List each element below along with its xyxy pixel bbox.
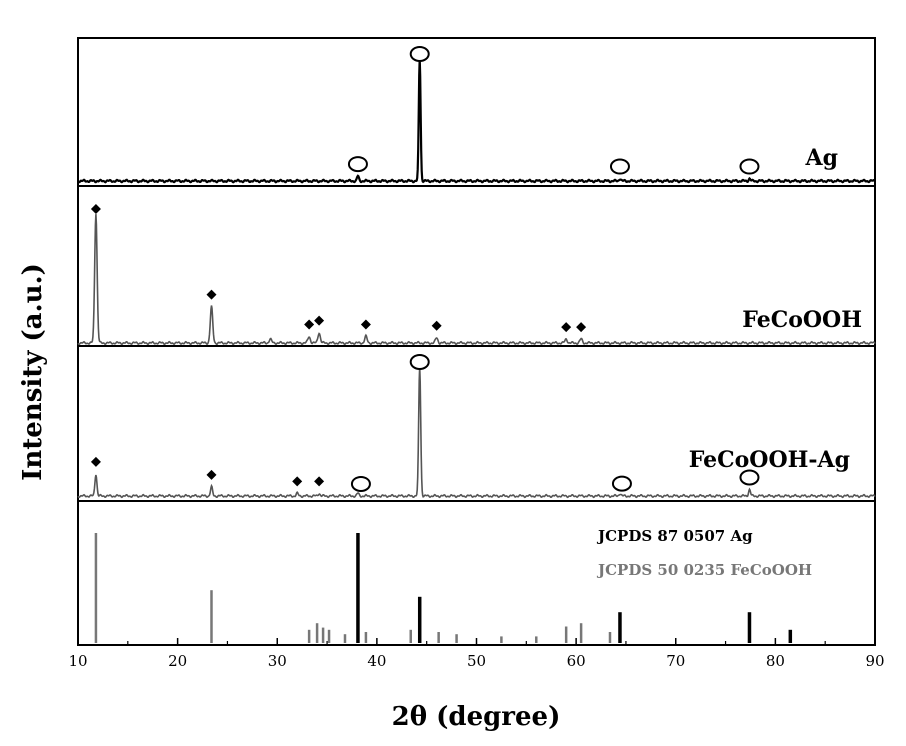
series-label-fecoooh: FeCoOOH: [742, 307, 862, 333]
ref-label-fecoooh: JCPDS 50 0235 FeCoOOH: [596, 561, 812, 579]
series-traces: [77, 58, 876, 499]
marker-ag-circle-1: [409, 46, 430, 62]
x-tick-label-60: 60: [567, 652, 586, 670]
x-tick-label-20: 20: [168, 652, 187, 670]
marker-fecoooh-diamond-2: [304, 319, 315, 330]
x-tick-label-50: 50: [467, 652, 486, 670]
marker-fecoooh-diamond-0: [90, 204, 101, 214]
marker-fecoooh-diamond-6: [561, 322, 572, 333]
marker-fecoooh-ag-circle-5: [409, 354, 430, 370]
marker-ag-circle-0: [347, 156, 368, 173]
x-axis-ticks: 10 20 30 40 50 60 70 80 90: [68, 638, 885, 670]
marker-ag-circle-2: [609, 158, 630, 175]
trace-fecoooh: [77, 214, 876, 346]
x-axis-title: 2θ (degree): [392, 702, 561, 732]
marker-fecoooh-ag-circle-6: [611, 475, 632, 492]
trace-fecoooh-ag: [77, 366, 876, 499]
marker-fecoooh-ag-diamond-0: [90, 456, 101, 467]
marker-fecoooh-ag-diamond-2: [292, 476, 303, 487]
marker-fecoooh-ag-diamond-3: [314, 476, 325, 487]
x-tick-label-80: 80: [766, 652, 785, 670]
x-tick-label-70: 70: [666, 652, 685, 670]
labels: Ag FeCoOOH FeCoOOH-Ag JCPDS 87 0507 Ag J…: [18, 145, 862, 732]
x-tick-label-30: 30: [268, 652, 287, 670]
marker-fecoooh-ag-diamond-1: [206, 469, 217, 480]
x-tick-label-10: 10: [68, 652, 87, 670]
x-tick-label-40: 40: [367, 652, 386, 670]
marker-fecoooh-diamond-5: [431, 320, 442, 331]
marker-fecoooh-ag-circle-4: [350, 475, 371, 492]
series-label-fecoooh-ag: FeCoOOH-Ag: [689, 447, 850, 473]
marker-fecoooh-diamond-1: [206, 289, 217, 300]
marker-fecoooh-diamond-7: [576, 322, 587, 333]
ref-label-ag: JCPDS 87 0507 Ag: [596, 527, 753, 545]
marker-ag-circle-3: [739, 158, 760, 175]
x-tick-label-90: 90: [865, 652, 884, 670]
marker-fecoooh-ag-circle-7: [739, 469, 760, 486]
y-axis-title: Intensity (a.u.): [18, 263, 48, 481]
marker-fecoooh-diamond-3: [314, 315, 325, 326]
series-label-ag: Ag: [805, 145, 838, 171]
trace-ag: [77, 58, 876, 184]
reference-lines: [94, 533, 793, 643]
marker-fecoooh-diamond-4: [360, 319, 371, 330]
peak-markers: [90, 46, 760, 492]
